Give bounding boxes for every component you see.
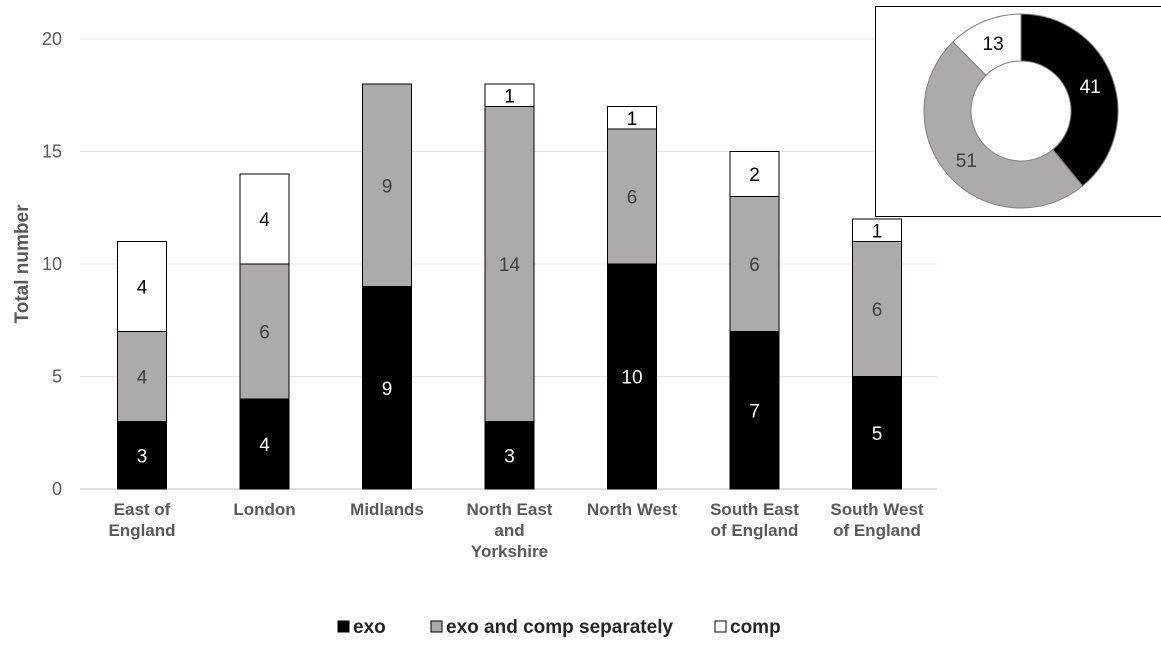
- legend-swatch-comp: [714, 620, 727, 633]
- data-label: 10: [621, 368, 642, 389]
- x-tick-label-line: of England: [833, 521, 921, 540]
- data-label: 6: [259, 323, 270, 344]
- data-label: 5: [872, 424, 883, 445]
- data-label: 3: [504, 446, 515, 467]
- data-label: 4: [259, 210, 270, 231]
- donut-label: 51: [956, 151, 977, 172]
- bar-segment-exo-and-comp-separately: [484, 106, 535, 422]
- data-label: 2: [749, 165, 760, 186]
- y-tick-label: 0: [52, 479, 62, 499]
- x-tick-label: East of England: [108, 500, 175, 540]
- data-label: 14: [499, 255, 521, 276]
- x-tick-label-line: North East: [467, 500, 553, 519]
- data-label: 6: [872, 300, 883, 321]
- x-tick-label: South West of England: [830, 500, 924, 540]
- donut-inset: 41 51 13: [875, 6, 1161, 217]
- x-tick-label: Midlands: [350, 500, 424, 519]
- x-axis-categories: East of England London Midlands North East an…: [108, 500, 923, 561]
- bar-segment-exo: [607, 263, 657, 490]
- bar-segment-exo: [362, 286, 412, 490]
- data-label: 4: [259, 435, 270, 456]
- legend: exo exo and comp separately comp: [337, 617, 781, 638]
- bar-segment-exo: [852, 376, 902, 490]
- x-tick-label-line: North West: [587, 500, 678, 519]
- bar-segment-comp: [484, 83, 535, 107]
- data-label: 3: [137, 446, 148, 467]
- x-tick-label-line: of England: [711, 521, 799, 540]
- x-tick-label-line: South East: [710, 500, 799, 519]
- x-tick-label-line: South West: [830, 500, 924, 519]
- data-label: 1: [872, 221, 883, 242]
- data-label: 9: [382, 379, 393, 400]
- bar-segment-exo-and-comp-separately: [117, 331, 167, 422]
- bar-segment-comp: [117, 241, 167, 332]
- x-tick-label: South East of England: [710, 500, 799, 540]
- data-label: 7: [749, 401, 760, 422]
- y-tick-label: 15: [42, 142, 62, 162]
- legend-swatch-exo-and-comp-separately: [430, 620, 443, 633]
- legend-entry-exo-and-comp-separately: exo and comp separately: [446, 617, 673, 638]
- x-tick-label-line: East of: [114, 500, 171, 519]
- x-tick-label: London: [233, 500, 295, 519]
- y-tick-label: 20: [42, 29, 62, 49]
- y-axis: 0 5 10 15 20: [42, 29, 62, 499]
- x-tick-label: North West: [587, 500, 678, 519]
- data-label: 4: [137, 368, 148, 389]
- legend-swatch-exo: [337, 620, 350, 633]
- data-label: 9: [382, 176, 393, 197]
- data-label: 6: [627, 188, 638, 209]
- data-label: 4: [137, 278, 148, 299]
- bar-segment-comp: [607, 106, 657, 130]
- x-tick-label-line: Yorkshire: [471, 542, 548, 561]
- x-tick-label: North East and Yorkshire: [467, 500, 553, 561]
- y-tick-label: 10: [42, 254, 62, 274]
- bar-segment-comp: [729, 151, 780, 197]
- x-tick-label-line: England: [108, 521, 175, 540]
- legend-entry-comp: comp: [730, 617, 781, 638]
- bar-segment-exo-and-comp-separately: [362, 83, 412, 287]
- bar-segment-exo: [484, 421, 535, 490]
- x-tick-label-line: and: [494, 521, 524, 540]
- bar-segment-exo: [729, 331, 780, 490]
- bar-segment-exo-and-comp-separately: [607, 128, 657, 265]
- y-tick-label: 5: [52, 367, 62, 387]
- donut-label: 41: [1080, 77, 1101, 98]
- donut-slice-exo: [1020, 13, 1119, 187]
- bar-segment-exo: [117, 421, 167, 490]
- x-tick-label-line: Midlands: [350, 500, 424, 519]
- donut-slice-comp: [952, 13, 1022, 77]
- y-axis-label: Total number: [12, 204, 33, 324]
- bar-segment-comp: [852, 218, 902, 242]
- bar-segment-comp: [239, 173, 290, 265]
- data-label: 1: [627, 109, 638, 130]
- x-tick-label-line: London: [233, 500, 295, 519]
- donut-slice-exo-and-comp-separately: [923, 41, 1084, 209]
- donut-label: 13: [983, 34, 1004, 55]
- data-label: 1: [504, 86, 515, 107]
- data-label: 6: [749, 255, 760, 276]
- bar-stacks: 3 4 4 4 6 4 9 9 3 14 1 10 6 1 7 6 2 5 6 1: [117, 83, 902, 490]
- legend-entry-exo: exo: [353, 617, 386, 638]
